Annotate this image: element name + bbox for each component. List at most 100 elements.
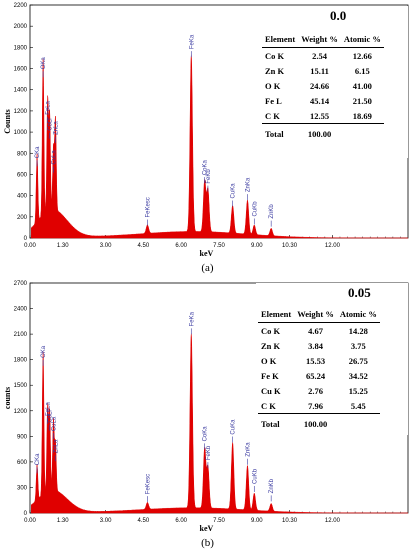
composition-table-b: 0.05 Element Weight % Atomic % Co K 4.67 14.2… (256, 283, 408, 435)
table-header-cell: Element (258, 309, 295, 323)
x-tick-label: 7.50 (213, 518, 225, 524)
table-cell: 15.25 (348, 386, 368, 396)
peak-label: ZnLa (53, 121, 59, 135)
table-header-cell: Element (262, 34, 299, 48)
peak-label: CoLl (48, 118, 54, 130)
table-row: Cu K 2.76 15.25 (258, 383, 380, 398)
peak-label: FeLa (46, 401, 52, 415)
table-cell: 15.53 (305, 356, 326, 366)
peak-label: FeKa (189, 311, 195, 326)
x-tick-label: 1.30 (57, 518, 69, 524)
x-tick-label: 9.00 (251, 243, 263, 249)
composition-table-grid: Element Weight % Atomic % Co K 4.67 14.28 Zn K… (258, 309, 380, 429)
y-tick-label: 1000 (14, 130, 28, 136)
y-axis-title: counts (3, 387, 12, 409)
peak-label: CKa (35, 146, 41, 158)
spectrum-panel-b: 0 300 600 900 1200 1500 1800 2100 2400 2700 0.00 1.… (0, 275, 415, 550)
x-tick-label: 10.30 (282, 518, 298, 524)
table-total-value: 100.00 (298, 123, 341, 139)
peak-label: CuKb (252, 468, 258, 484)
peak-label: OKa (41, 345, 47, 358)
table-header-row: Element Weight % Atomic % (258, 309, 380, 323)
table-cell: 12.55 (309, 111, 330, 121)
x-tick-label: 3.00 (100, 518, 112, 524)
peak-label: CuKa (231, 183, 237, 199)
peak-label: ZnLa (53, 439, 59, 453)
table-cell: C K (261, 401, 276, 411)
y-tick-label: 200 (17, 215, 28, 221)
table-cell: 5.45 (350, 401, 366, 411)
table-cell: Zn K (265, 66, 285, 76)
table-cell: Fe K (261, 371, 279, 381)
peak-label: CuLa (51, 416, 57, 431)
x-tick-label: 1.30 (57, 243, 69, 249)
peak-label: ZnKa (245, 442, 251, 457)
peak-label: FeKesc (145, 474, 151, 494)
x-tick-label: 6.00 (175, 518, 187, 524)
y-axis-title: Counts (3, 109, 12, 133)
table-total-blank (336, 413, 380, 429)
peak-label: ZnKa (245, 177, 251, 192)
table-cell: 12.66 (352, 51, 372, 61)
table-total-row: Total 100.00 (262, 123, 384, 139)
table-total-label: Total (262, 123, 299, 139)
spectrum-area (31, 333, 408, 514)
peak-label: CuLa (51, 150, 57, 165)
composition-table-a: 0.0 Element Weight % Atomic % Co K 2.54 12.66… (260, 6, 408, 158)
table-row: Zn K 15.11 6.15 (262, 63, 384, 78)
table-cell: O K (261, 356, 277, 366)
x-tick-label: 7.50 (213, 243, 225, 249)
y-tick-label: 800 (17, 151, 28, 157)
table-total-value: 100.00 (294, 413, 337, 429)
y-tick-label: 2200 (14, 3, 28, 9)
table-total-label: Total (258, 413, 295, 429)
x-tick-label: 4.50 (138, 518, 150, 524)
peak-label: CuKa (231, 419, 237, 435)
table-row: Fe L 45.14 21.50 (262, 93, 384, 108)
peak-label: CuKb (252, 201, 258, 217)
table-cell: 45.14 (309, 96, 330, 106)
table-cell: 65.24 (305, 371, 326, 381)
peak-label: FeLa (46, 100, 52, 114)
table-header-row: Element Weight % Atomic % (262, 34, 384, 48)
peak-label: CoKa (203, 159, 209, 175)
table-cell: 24.66 (309, 81, 330, 91)
peak-label: CoLl (48, 410, 54, 422)
sample-label-a: 0.0 (330, 8, 347, 23)
peak-label: FeKesc (145, 197, 151, 217)
table-row: O K 24.66 41.00 (262, 78, 384, 93)
table-cell: Co K (261, 326, 281, 336)
table-header-cell: Weight % (294, 309, 337, 323)
table-cell: 21.50 (352, 96, 372, 106)
y-tick-label: 2400 (14, 307, 28, 313)
y-tick-label: 1800 (14, 358, 28, 364)
table-total-blank (340, 123, 384, 139)
x-tick-label: 0.00 (24, 518, 36, 524)
table-cell: Co K (265, 51, 285, 61)
y-tick-label: 1200 (14, 109, 28, 115)
table-row: C K 7.96 5.45 (258, 398, 380, 414)
table-cell: 15.11 (310, 66, 329, 76)
spectrum-area (31, 54, 408, 239)
y-tick-label: 2100 (14, 332, 28, 338)
panel-caption-b: (b) (201, 537, 214, 549)
table-cell: Cu K (261, 386, 281, 396)
peak-label: CoKa (203, 426, 209, 442)
x-tick-label: 12.00 (325, 518, 341, 524)
peak-label: FeKa (189, 34, 195, 49)
peak-label: CKa (35, 453, 41, 465)
table-cell: 6.15 (354, 66, 370, 76)
table-row: C K 12.55 18.69 (262, 108, 384, 124)
y-tick-label: 600 (17, 172, 28, 178)
y-tick-label: 1800 (14, 45, 28, 51)
x-tick-label: 9.00 (251, 518, 263, 524)
table-cell: Zn K (261, 341, 281, 351)
sample-label-b: 0.05 (348, 285, 371, 300)
table-cell: 34.52 (348, 371, 368, 381)
composition-table-grid: Element Weight % Atomic % Co K 2.54 12.66 Zn K… (262, 34, 384, 139)
spectrum-panel-a: 0 200 400 600 800 1000 1200 1400 1600 1800 2000 220… (0, 0, 415, 274)
table-cell: 18.69 (352, 111, 372, 121)
y-tick-label: 400 (17, 194, 28, 200)
x-tick-label: 4.50 (138, 243, 150, 249)
table-row: Zn K 3.84 3.75 (258, 338, 380, 353)
